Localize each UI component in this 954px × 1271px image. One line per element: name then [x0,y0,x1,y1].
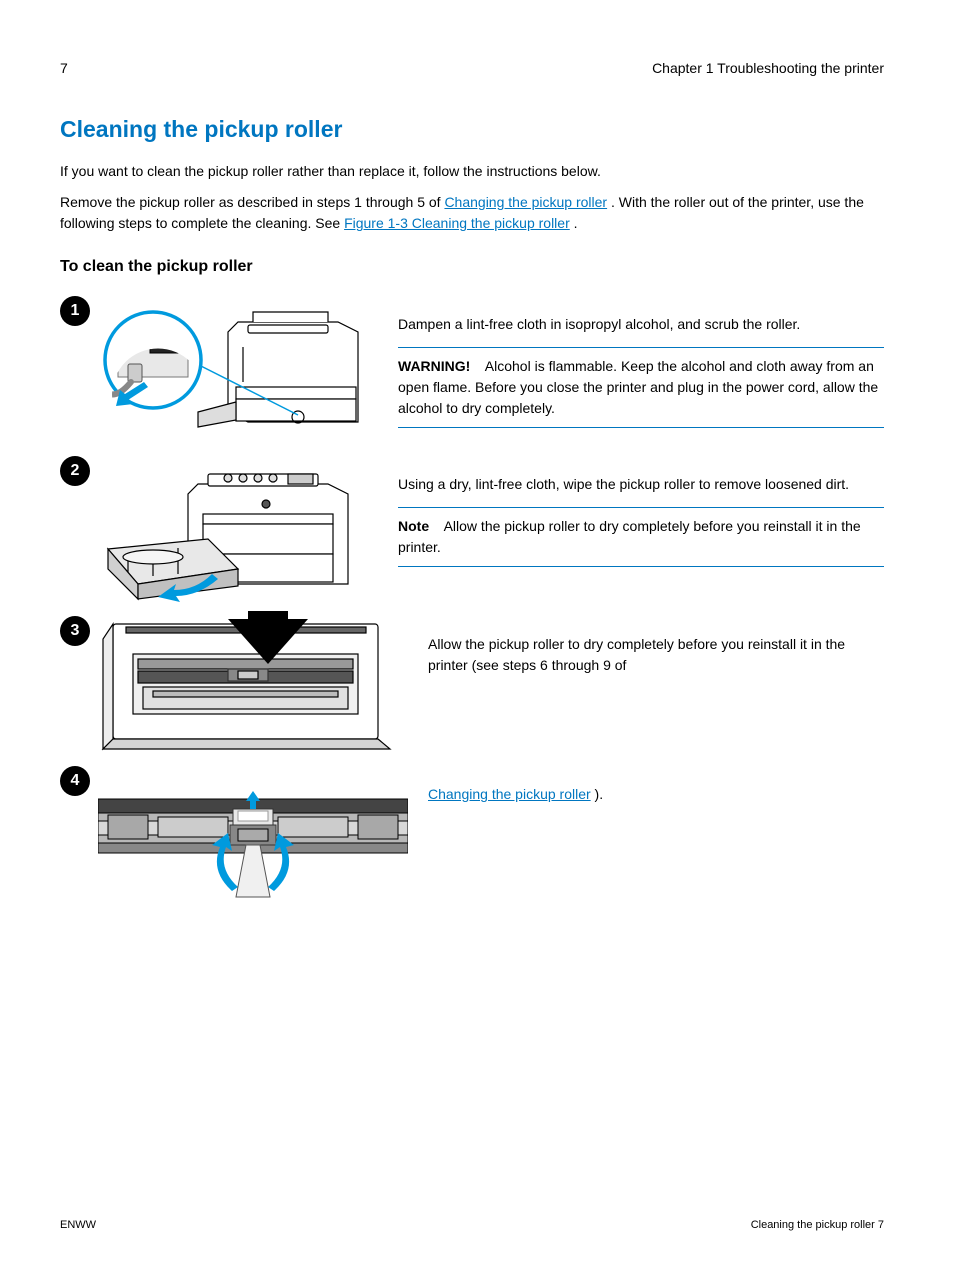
page-footer: ENWW Cleaning the pickup roller 7 [60,1219,884,1231]
para2-suffix: . [574,215,578,231]
step-1-illustration [98,294,378,444]
note-label: Note [398,518,429,534]
step-1-text: Dampen a lint-free cloth in isopropyl al… [398,314,884,335]
subsection-title: To clean the pickup roller [60,258,884,276]
warning-divider-top [398,347,884,348]
step-2-text-col: Using a dry, lint-free cloth, wipe the p… [378,454,884,575]
step-2: 2 [60,454,884,604]
step-2-illustration [98,454,378,604]
chapter-title: Chapter 1 Troubleshooting the printer [652,60,884,76]
footer-right: Cleaning the pickup roller 7 [751,1219,884,1231]
warning-text: Alcohol is flammable. Keep the alcohol a… [398,358,878,416]
para2-prefix: Remove the pickup roller as described in… [60,194,444,210]
page-number: 7 [60,60,68,76]
note-text: Allow the pickup roller to dry completel… [398,518,861,555]
step-3-illustration [98,614,408,754]
footer-left: ENWW [60,1219,96,1231]
link-changing-pickup-roller[interactable]: Changing the pickup roller [444,194,607,210]
step-1-number: 1 [60,296,90,326]
warning-label: WARNING! [398,358,470,374]
step-4: 4 [60,764,884,904]
step-3: 3 Allow the pickup roller to dry c [60,614,884,754]
step-4-text-col: Changing the pickup roller ). [408,764,884,817]
step-4-number: 4 [60,766,90,796]
step-4-text: Changing the pickup roller ). [428,784,884,805]
step-4-suffix: ). [595,786,604,802]
intro-paragraph-1: If you want to clean the pickup roller r… [60,161,884,182]
step-3-number: 3 [60,616,90,646]
step-3-text-col: Allow the pickup roller to dry completel… [408,614,884,688]
intro-paragraph-2: Remove the pickup roller as described in… [60,192,884,234]
section-title: Cleaning the pickup roller [60,116,884,143]
step-1-text-col: Dampen a lint-free cloth in isopropyl al… [378,294,884,436]
step-1: 1 [60,294,884,444]
link-changing-pickup-roller-2[interactable]: Changing the pickup roller [428,786,591,802]
step-2-text: Using a dry, lint-free cloth, wipe the p… [398,474,884,495]
step-2-number: 2 [60,456,90,486]
note-divider-top [398,507,884,508]
step-4-illustration [98,764,408,904]
note-divider-bottom [398,566,884,567]
link-figure-1-3[interactable]: Figure 1-3 Cleaning the pickup roller [344,215,570,231]
warning-divider-bottom [398,427,884,428]
step-3-text: Allow the pickup roller to dry completel… [428,634,884,676]
